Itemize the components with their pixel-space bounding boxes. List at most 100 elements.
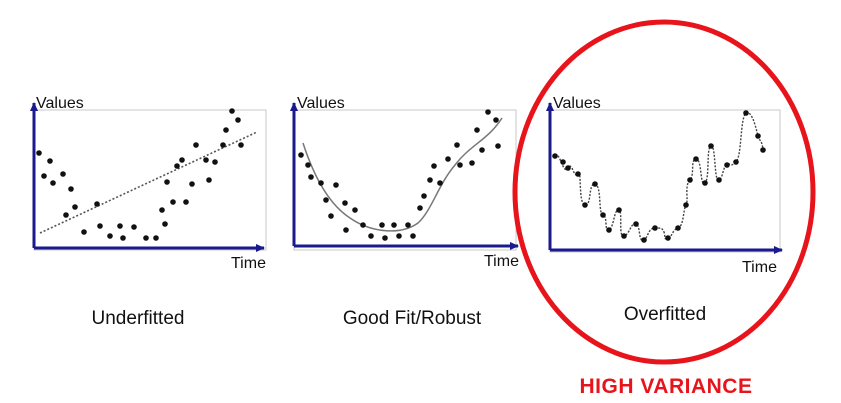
data-point — [702, 180, 708, 186]
data-point — [179, 157, 185, 163]
data-point — [238, 142, 244, 148]
data-point — [308, 174, 314, 180]
data-point — [36, 150, 42, 156]
data-point — [592, 181, 598, 187]
panel-frame — [549, 109, 781, 253]
data-point — [582, 202, 588, 208]
data-point — [708, 143, 714, 149]
data-point — [143, 235, 149, 241]
data-point — [206, 177, 212, 183]
data-point — [560, 159, 566, 165]
data-point — [382, 235, 388, 241]
data-point — [117, 223, 123, 229]
data-point — [743, 110, 749, 116]
x-axis-label: Time — [742, 259, 777, 276]
data-point — [437, 180, 443, 186]
data-point — [220, 142, 226, 148]
data-point — [687, 177, 693, 183]
y-axis-label: Values — [36, 95, 84, 112]
data-point — [107, 233, 113, 239]
data-point — [360, 222, 366, 228]
panel-frame — [33, 109, 267, 251]
data-point — [333, 182, 339, 188]
data-point — [641, 237, 647, 243]
data-point — [352, 207, 358, 213]
data-point — [153, 235, 159, 241]
data-point — [724, 162, 730, 168]
data-point — [391, 222, 397, 228]
data-point — [318, 180, 324, 186]
data-point — [328, 213, 334, 219]
data-point — [97, 223, 103, 229]
data-point — [298, 152, 304, 158]
data-point — [760, 147, 766, 153]
data-points — [36, 108, 244, 241]
data-point — [733, 159, 739, 165]
data-point — [600, 212, 606, 218]
panel-overfitted: Values Time — [546, 95, 783, 276]
data-point — [193, 142, 199, 148]
data-point — [552, 153, 558, 159]
data-point — [431, 163, 437, 169]
data-point — [417, 205, 423, 211]
data-point — [189, 181, 195, 187]
data-point — [421, 193, 427, 199]
data-point — [493, 117, 499, 123]
data-point — [445, 156, 451, 162]
data-point — [665, 235, 671, 241]
data-point — [50, 180, 56, 186]
data-point — [120, 235, 126, 241]
data-point — [131, 224, 137, 230]
data-points — [552, 110, 766, 243]
data-point — [342, 200, 348, 206]
caption-underfitted: Underfitted — [91, 308, 185, 329]
data-point — [164, 179, 170, 185]
data-point — [427, 177, 433, 183]
data-point — [174, 163, 180, 169]
high-variance-label: HIGH VARIANCE — [579, 375, 753, 398]
data-point — [683, 202, 689, 208]
data-point — [203, 157, 209, 163]
data-point — [454, 142, 460, 148]
data-point — [159, 207, 165, 213]
data-point — [606, 227, 612, 233]
data-point — [457, 162, 463, 168]
caption-overfitted: Overfitted — [623, 304, 707, 325]
x-axis-label: Time — [484, 253, 519, 270]
overfit-curve — [554, 112, 764, 241]
data-point — [368, 233, 374, 239]
highlight-ellipse — [512, 19, 816, 365]
data-point — [693, 156, 699, 162]
data-point — [68, 186, 74, 192]
data-point — [410, 233, 416, 239]
data-point — [94, 201, 100, 207]
data-points — [298, 109, 501, 241]
data-point — [633, 221, 639, 227]
data-point — [343, 227, 349, 233]
data-point — [474, 127, 480, 133]
data-point — [323, 197, 329, 203]
data-point — [485, 109, 491, 115]
data-point — [616, 207, 622, 213]
data-point — [716, 177, 722, 183]
data-point — [621, 233, 627, 239]
data-point — [229, 108, 235, 114]
data-point — [162, 221, 168, 227]
data-point — [396, 233, 402, 239]
data-point — [405, 222, 411, 228]
y-axis-label: Values — [297, 95, 345, 112]
data-point — [575, 171, 581, 177]
data-point — [170, 199, 176, 205]
caption-good-fit: Good Fit/Robust — [342, 308, 482, 329]
data-point — [60, 171, 66, 177]
data-point — [212, 159, 218, 165]
data-point — [47, 158, 53, 164]
panel-good-fit: Values Time — [290, 95, 519, 270]
data-point — [81, 229, 87, 235]
data-point — [755, 133, 761, 139]
panel-underfitted: Values Time — [30, 95, 267, 272]
smooth-fit-curve — [302, 117, 503, 232]
data-point — [63, 212, 69, 218]
data-point — [469, 160, 475, 166]
